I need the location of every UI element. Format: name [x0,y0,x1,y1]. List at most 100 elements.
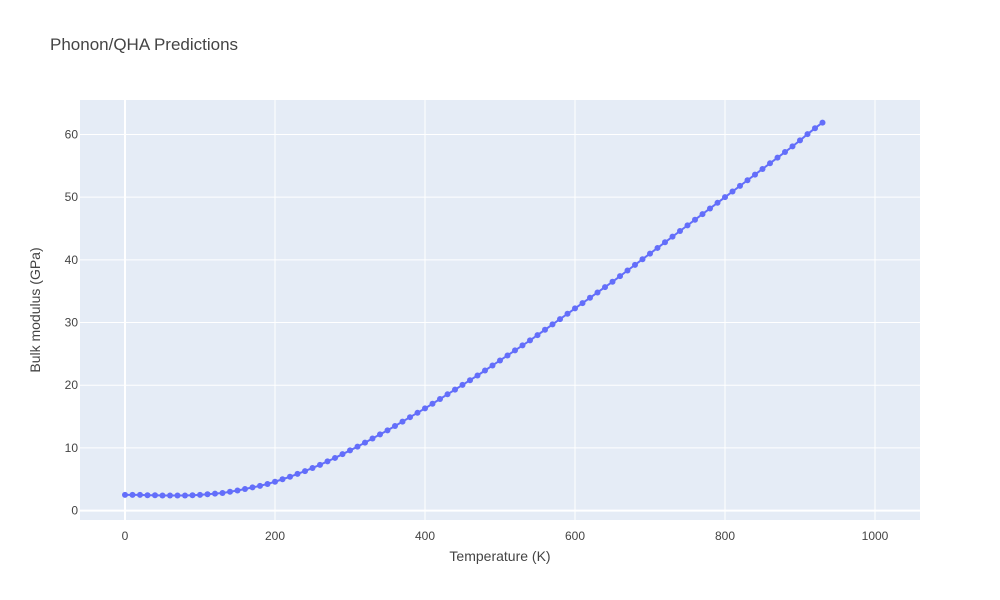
y-tick-label: 20 [65,378,79,392]
data-point [677,228,683,235]
x-tick-label: 600 [565,529,585,543]
data-point [174,492,181,499]
data-point [819,119,826,126]
data-point [774,154,781,161]
data-point [789,143,796,150]
y-axis: 0 10 20 30 40 50 60 [65,127,79,517]
data-point [384,427,391,434]
data-point [332,454,338,461]
data-point [722,194,728,201]
data-point [812,125,818,132]
data-point [752,171,758,178]
data-point [602,284,608,291]
data-point [467,377,473,384]
y-axis-title: Bulk modulus (GPa) [27,247,43,372]
y-tick-label: 40 [65,253,79,267]
x-tick-label: 200 [265,529,285,543]
data-point [362,439,368,446]
data-point [744,177,751,184]
x-tick-label: 400 [415,529,435,543]
data-point [152,492,158,499]
data-point [504,352,511,359]
data-point [354,443,361,450]
data-point [557,316,563,323]
data-point [542,326,548,333]
data-point [459,381,466,388]
data-point [129,491,136,498]
data-point [699,211,706,218]
data-point [497,357,503,364]
data-point [647,250,653,257]
data-point [707,205,713,212]
data-point [122,491,128,498]
data-point [444,391,451,398]
data-point [654,244,661,251]
data-point [489,362,496,369]
data-point [204,491,211,498]
data-point [167,492,173,499]
data-point [279,476,286,483]
data-point [549,321,556,328]
data-point [294,470,301,477]
data-point [594,289,601,296]
data-point [609,278,616,285]
data-point [272,478,278,485]
data-point [579,300,586,307]
grid [80,100,920,520]
data-point [339,451,346,458]
data-point [264,480,271,487]
data-point [767,160,773,167]
data-point [639,256,646,263]
data-point [482,367,488,374]
data-point [144,492,151,499]
x-axis-title: Temperature (K) [449,548,550,564]
data-point [564,310,571,317]
data-point [617,273,623,280]
data-point [759,165,766,172]
data-point [219,490,226,497]
x-axis: 0 200 400 600 800 1000 [122,529,889,543]
data-point [714,199,721,206]
y-tick-label: 50 [65,190,79,204]
data-point [534,332,541,339]
data-point [692,216,698,223]
data-point [302,468,308,475]
data-point [587,294,593,301]
data-point [234,487,241,494]
data-point [317,461,323,468]
data-point [182,492,188,499]
chart-title: Phonon/QHA Predictions [50,35,238,54]
data-point [519,342,526,349]
y-tick-label: 30 [65,316,79,330]
data-point [197,491,203,498]
data-point [429,400,436,407]
data-point [474,372,481,379]
x-tick-label: 800 [715,529,735,543]
data-point [242,485,248,492]
data-point [257,482,263,489]
y-tick-label: 60 [65,127,79,141]
data-point [452,386,458,393]
data-point [422,405,428,412]
y-tick-label: 10 [65,441,79,455]
x-tick-label: 1000 [862,529,889,543]
x-tick-label: 0 [122,529,129,543]
data-point [324,458,331,465]
series-line [125,121,824,497]
plot-area[interactable] [80,100,920,520]
data-point [669,233,676,240]
data-point [407,414,413,421]
data-point [392,422,398,429]
data-point [189,492,196,499]
series-bulk-modulus [122,119,826,499]
data-point [309,464,316,471]
data-point [632,261,638,268]
data-point [227,488,233,495]
data-point [249,484,256,491]
data-point [287,473,293,480]
data-point [414,409,421,416]
data-point [737,182,743,189]
data-point [437,396,443,403]
data-point [572,305,578,312]
